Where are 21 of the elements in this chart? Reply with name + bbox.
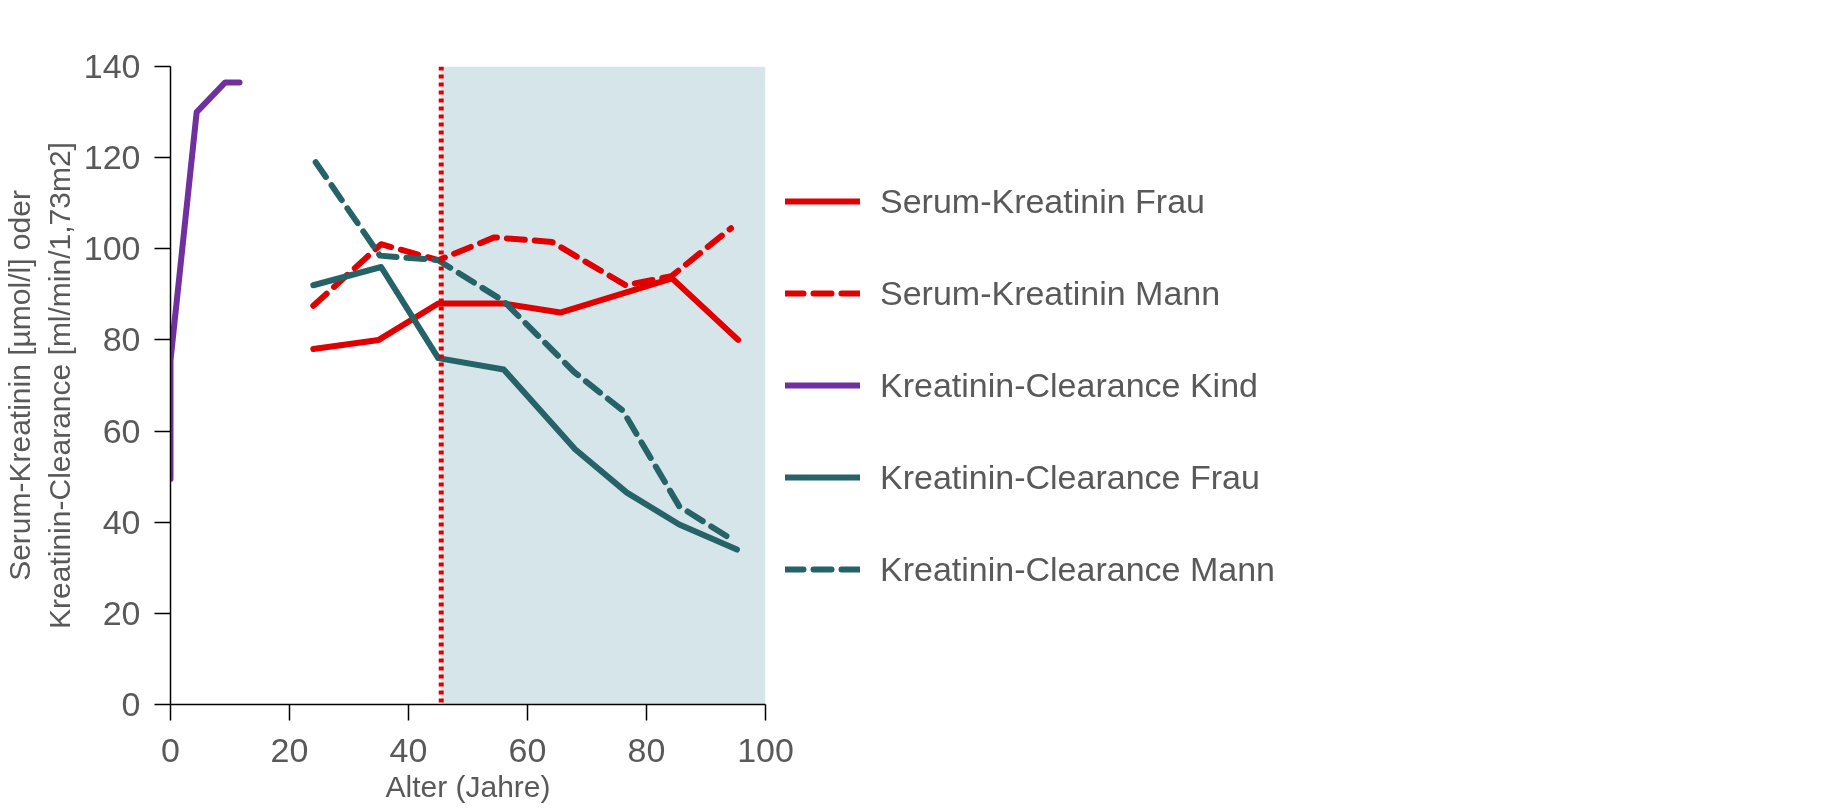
- x-axis-title: Alter (Jahre): [385, 769, 551, 803]
- x-tick-label: 80: [627, 730, 666, 769]
- legend-label: Serum-Kreatinin Mann: [880, 273, 1221, 313]
- legend-label: Kreatinin-Clearance Kind: [880, 365, 1258, 405]
- y-axis-title: Serum-Kreatinin [µmol/l] oder Kreatinin-Clearance [ml/min/1,73m2]: [3, 142, 76, 629]
- y-tick-label: 60: [102, 411, 141, 450]
- y-tick-label: 40: [102, 502, 141, 541]
- y-tick-label: 140: [83, 47, 141, 85]
- x-tick-label: 0: [161, 730, 180, 769]
- x-tick-label: 40: [389, 730, 428, 769]
- y-tick-label: 20: [102, 593, 141, 632]
- legend-label: Kreatinin-Clearance Frau: [880, 457, 1260, 497]
- legend-label: Serum-Kreatinin Frau: [880, 181, 1206, 221]
- y-tick-label: 80: [102, 320, 141, 359]
- x-tick-label: 60: [508, 730, 547, 769]
- y-tick-label: 100: [83, 229, 141, 268]
- x-tick-label: 20: [270, 730, 309, 769]
- y-tick-label: 120: [83, 138, 141, 177]
- y-tick-label: 0: [121, 685, 141, 723]
- legend-label: Kreatinin-Clearance Mann: [880, 549, 1275, 589]
- x-tick-label: 100: [737, 730, 794, 769]
